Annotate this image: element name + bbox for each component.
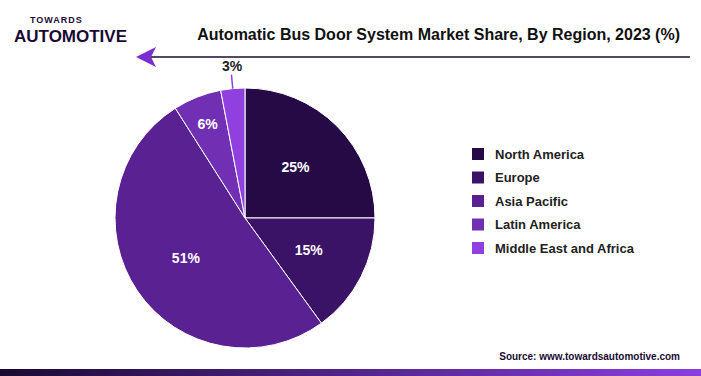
slice bbox=[245, 88, 375, 218]
legend-item: Europe bbox=[472, 170, 540, 185]
legend-label: Europe bbox=[495, 170, 540, 185]
divider-arrow bbox=[136, 47, 156, 67]
slice bbox=[221, 88, 245, 218]
legend-item: Asia Pacific bbox=[472, 194, 568, 209]
legend-label: North America bbox=[495, 147, 585, 162]
data-label: 51% bbox=[172, 250, 201, 266]
legend-item: Middle East and Africa bbox=[472, 241, 635, 256]
source: Source: www.towardsautomotive.com bbox=[499, 351, 680, 362]
footer-band bbox=[0, 369, 701, 376]
data-label: 25% bbox=[282, 159, 311, 175]
legend-label: Latin America bbox=[495, 217, 581, 232]
data-label: 6% bbox=[198, 116, 219, 132]
legend-swatch bbox=[472, 172, 484, 184]
leader-line bbox=[231, 75, 232, 89]
legend-swatch bbox=[472, 148, 484, 160]
legend-item: North America bbox=[472, 147, 585, 162]
legend-item: Latin America bbox=[472, 217, 581, 232]
logo-text: AUTOMOTIVE bbox=[14, 27, 127, 46]
legend-swatch bbox=[472, 219, 484, 231]
data-label: 15% bbox=[295, 242, 324, 258]
chart: TOWARDS AUTOMOTIVE Automatic Bus Door Syst… bbox=[0, 0, 701, 376]
legend-label: Middle East and Africa bbox=[495, 241, 635, 256]
data-label: 3% bbox=[222, 58, 243, 74]
legend-swatch bbox=[472, 195, 484, 207]
legend: North America Europe Asia Pacific Latin Ame… bbox=[472, 147, 635, 256]
title: Automatic Bus Door System Market Share, … bbox=[197, 26, 680, 43]
legend-swatch bbox=[472, 242, 484, 254]
logo-text: TOWARDS bbox=[30, 15, 83, 25]
pie: 25% 15% 51% 6% 3% bbox=[115, 58, 375, 348]
legend-label: Asia Pacific bbox=[495, 194, 568, 209]
